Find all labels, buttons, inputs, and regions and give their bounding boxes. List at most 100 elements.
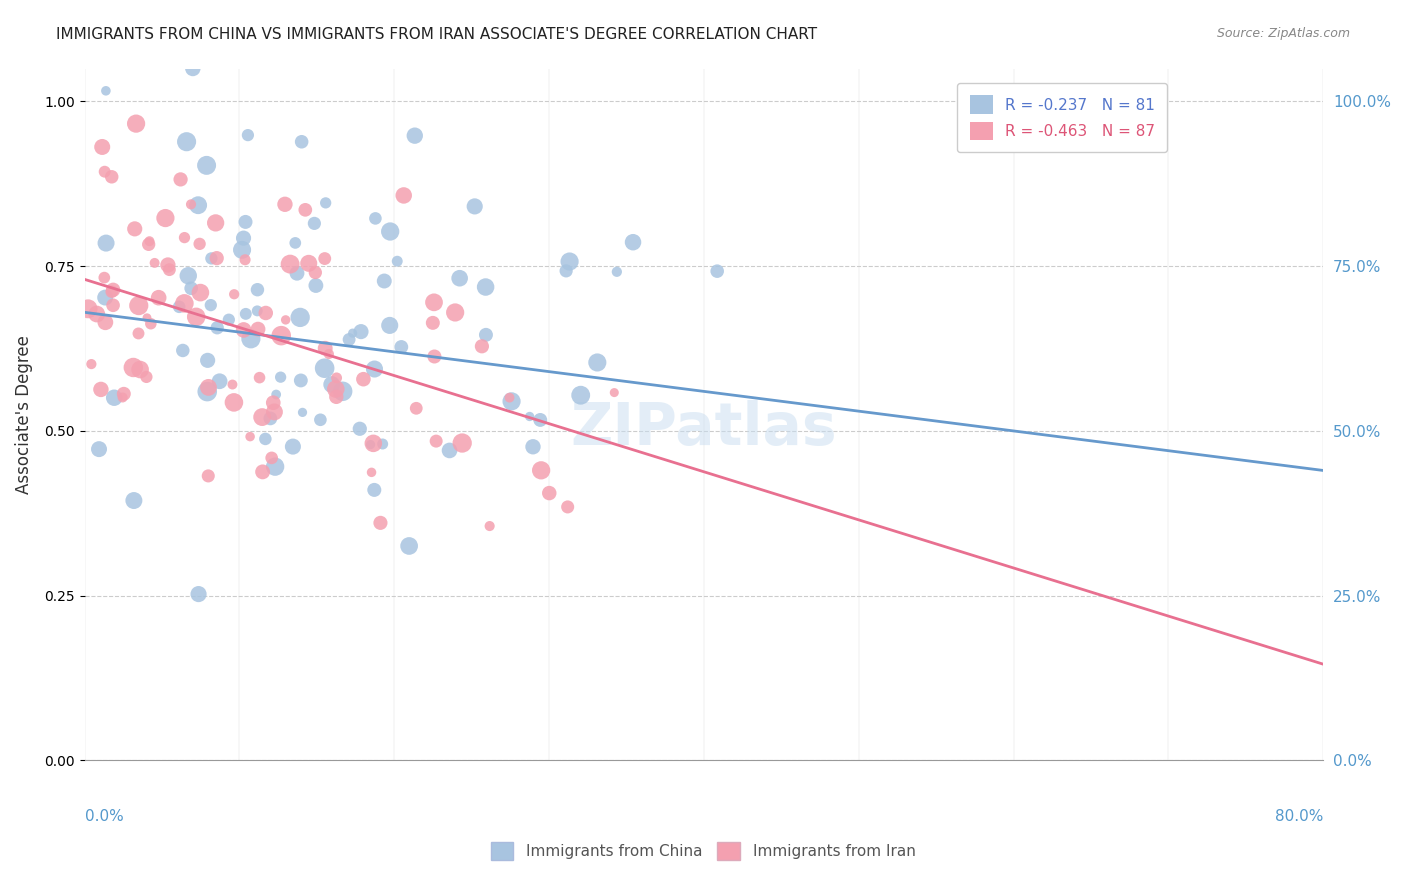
Point [423, 350, 446, 364]
Point [603, 385, 626, 400]
Point [423, 295, 446, 310]
Point [181, 62, 204, 76]
Point [342, 326, 364, 340]
Point [233, 252, 256, 267]
Point [325, 390, 347, 404]
Point [349, 422, 371, 436]
Point [200, 298, 222, 312]
Point [291, 405, 314, 419]
Point [304, 216, 326, 230]
Point [173, 230, 195, 244]
Point [309, 413, 332, 427]
Point [139, 317, 162, 331]
Point [101, 298, 124, 312]
Point [186, 310, 208, 324]
Point [392, 188, 415, 202]
Point [557, 500, 579, 514]
Legend: Immigrants from China, Immigrants from Iran: Immigrants from China, Immigrants from I… [485, 836, 921, 866]
Point [363, 362, 385, 376]
Point [167, 300, 190, 314]
Point [288, 310, 311, 325]
Point [190, 285, 212, 300]
Point [103, 391, 125, 405]
Point [398, 539, 420, 553]
Point [87, 442, 110, 457]
Point [449, 271, 471, 285]
Point [86, 307, 108, 321]
Point [112, 386, 135, 401]
Text: 80.0%: 80.0% [1275, 809, 1323, 824]
Text: Source: ZipAtlas.com: Source: ZipAtlas.com [1216, 27, 1350, 40]
Point [254, 432, 277, 446]
Point [246, 283, 269, 297]
Point [305, 278, 328, 293]
Point [360, 466, 382, 480]
Point [294, 202, 316, 217]
Point [156, 258, 179, 272]
Point [314, 361, 336, 376]
Point [247, 322, 270, 336]
Point [148, 291, 170, 305]
Point [231, 243, 253, 257]
Point [239, 332, 262, 346]
Point [314, 252, 336, 266]
Point [530, 463, 553, 477]
Point [314, 341, 336, 355]
Point [569, 388, 592, 402]
Point [425, 434, 447, 449]
Point [555, 264, 578, 278]
Point [204, 216, 226, 230]
Point [298, 256, 321, 270]
Point [371, 437, 394, 451]
Point [197, 353, 219, 368]
Point [325, 371, 347, 385]
Point [180, 197, 202, 211]
Point [451, 436, 474, 450]
Point [200, 252, 222, 266]
Point [224, 287, 246, 301]
Point [101, 283, 124, 297]
Point [188, 236, 211, 251]
Point [498, 391, 520, 405]
Point [321, 377, 343, 392]
Point [522, 440, 544, 454]
Point [221, 377, 243, 392]
Point [93, 164, 115, 178]
Point [373, 274, 395, 288]
Point [111, 391, 134, 405]
Point [501, 394, 523, 409]
Point [364, 211, 387, 226]
Point [270, 370, 292, 384]
Point [606, 265, 628, 279]
Point [246, 304, 269, 318]
Point [197, 469, 219, 483]
Point [138, 237, 160, 252]
Point [177, 268, 200, 283]
Point [405, 401, 427, 416]
Point [519, 409, 541, 424]
Point [122, 493, 145, 508]
Point [77, 301, 100, 316]
Point [128, 299, 150, 313]
Legend: R = -0.237   N = 81, R = -0.463   N = 87: R = -0.237 N = 81, R = -0.463 N = 87 [957, 83, 1167, 153]
Point [187, 587, 209, 601]
Y-axis label: Associate's Degree: Associate's Degree [15, 335, 32, 494]
Point [94, 291, 117, 305]
Point [218, 312, 240, 326]
Point [278, 257, 301, 271]
Point [281, 440, 304, 454]
Point [586, 355, 609, 369]
Point [259, 411, 281, 425]
Point [136, 310, 159, 325]
Point [378, 318, 401, 333]
Point [284, 235, 307, 250]
Point [195, 384, 218, 399]
Point [290, 374, 312, 388]
Point [93, 270, 115, 285]
Point [127, 326, 149, 341]
Point [380, 225, 402, 239]
Point [464, 199, 486, 213]
Point [389, 340, 412, 354]
Point [404, 128, 426, 143]
Point [444, 305, 467, 319]
